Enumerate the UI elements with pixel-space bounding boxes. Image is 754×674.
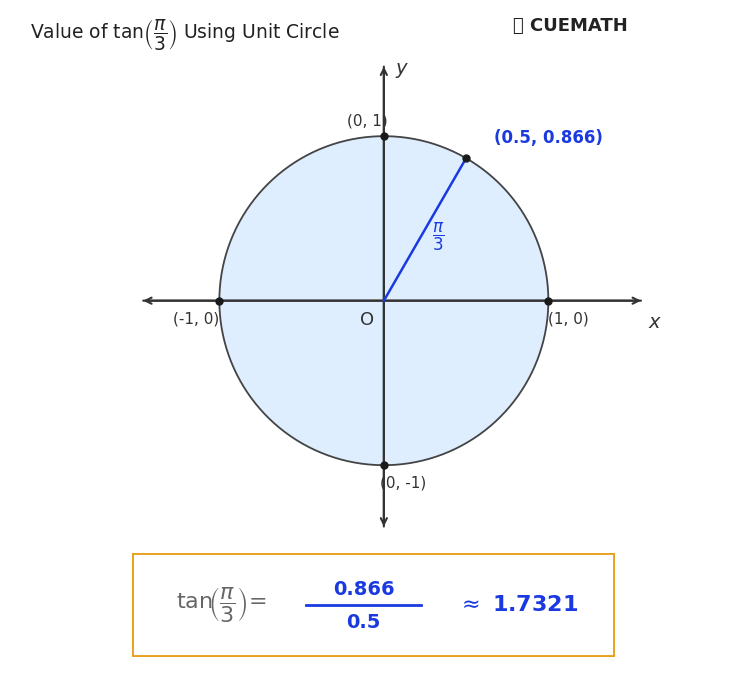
Polygon shape [219,136,548,465]
Text: (0.5, 0.866): (0.5, 0.866) [494,129,603,148]
Text: Value of tan$\left(\dfrac{\pi}{3}\right)$ Using Unit Circle: Value of tan$\left(\dfrac{\pi}{3}\right)… [30,17,340,52]
Text: $\dfrac{\pi}{3}$: $\dfrac{\pi}{3}$ [432,221,444,253]
Text: $\mathrm{tan}\!\left(\dfrac{\pi}{3}\right)\!=\!$: $\mathrm{tan}\!\left(\dfrac{\pi}{3}\righ… [176,586,267,624]
Text: (1, 0): (1, 0) [547,311,588,326]
FancyBboxPatch shape [132,553,615,657]
Text: 0.5: 0.5 [346,613,381,632]
Text: (0, 1): (0, 1) [347,114,388,129]
Text: y: y [395,59,407,78]
Text: 🚀 CUEMATH: 🚀 CUEMATH [513,17,627,35]
Text: (0, -1): (0, -1) [381,476,427,491]
Text: O: O [360,311,375,330]
Text: x: x [648,313,661,332]
Text: $\approx$ 1.7321: $\approx$ 1.7321 [457,595,579,615]
Text: 0.866: 0.866 [333,580,394,599]
Text: (-1, 0): (-1, 0) [173,311,219,326]
